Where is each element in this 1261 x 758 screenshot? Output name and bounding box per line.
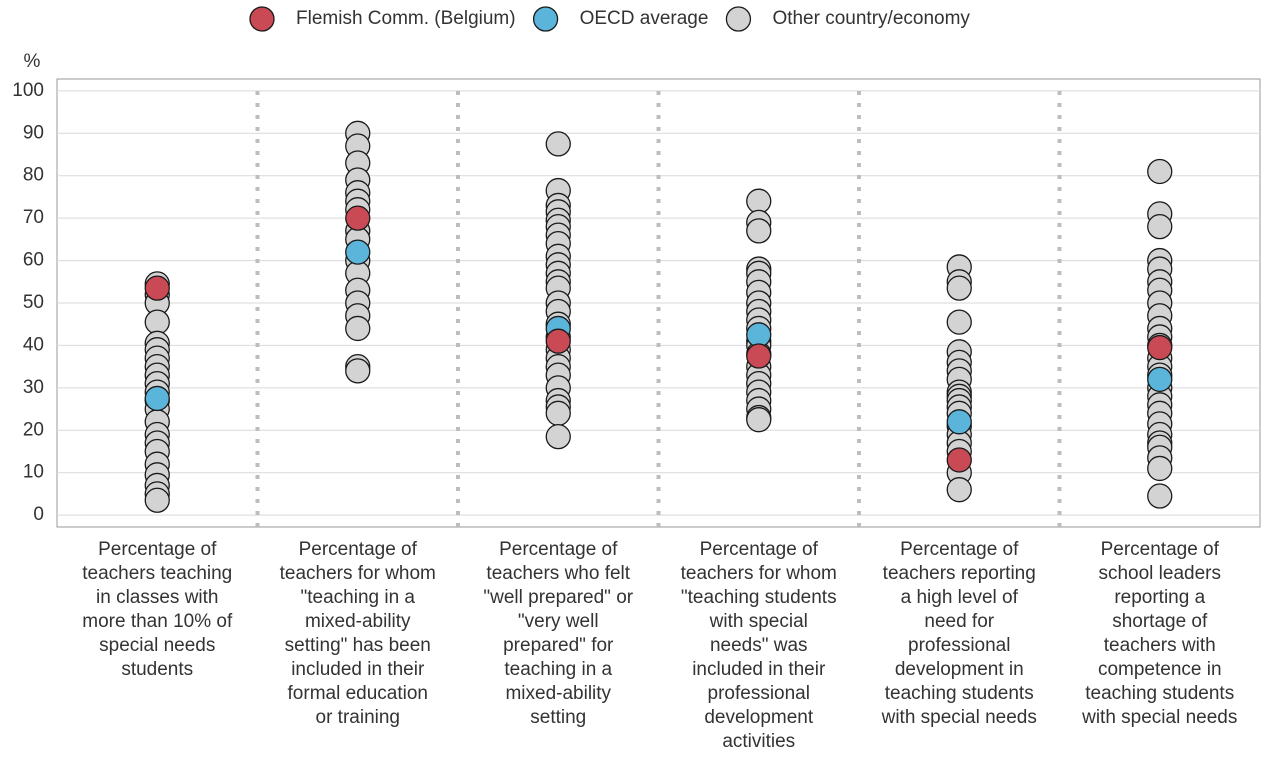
legend-swatch [532, 6, 559, 32]
dot [946, 309, 972, 335]
dot [746, 343, 772, 369]
x-tick-label: setting [530, 707, 586, 728]
x-tick-label: professional [908, 635, 1010, 656]
dot [946, 275, 972, 301]
x-tick-label: Percentage of [1101, 539, 1220, 560]
x-tick-label: teachers who felt [486, 563, 630, 584]
x-tick-label: teachers teaching [82, 563, 232, 584]
dot [946, 477, 972, 503]
dot [1147, 483, 1173, 509]
dot [1147, 158, 1173, 185]
x-tick-label: teaching in a [504, 659, 612, 680]
y-tick-label: 80 [23, 165, 44, 186]
x-tick-label: Percentage of [499, 539, 618, 560]
y-tick-label: 90 [23, 122, 44, 143]
x-tick-label: needs" was [710, 635, 808, 656]
x-tick-label: Percentage of [700, 539, 819, 560]
dot [746, 218, 772, 244]
x-tick-label: students [121, 659, 193, 680]
y-tick-label: 70 [23, 207, 44, 228]
x-tick-label: with special needs [881, 707, 1037, 728]
x-tick-label: teachers for whom [681, 563, 837, 584]
dot [1147, 213, 1173, 240]
x-tick-label: more than 10% of [82, 611, 233, 632]
legend-label: Flemish Comm. (Belgium) [296, 8, 516, 29]
dot [545, 400, 571, 426]
dot [144, 309, 170, 335]
dot [746, 322, 772, 348]
y-tick-label: 20 [23, 419, 44, 440]
x-tick-label: professional [708, 683, 810, 704]
x-tick-label: Percentage of [900, 539, 1019, 560]
x-tick-label: development in [895, 659, 1024, 680]
y-tick-label: 40 [23, 334, 44, 355]
x-tick-label: development [704, 707, 814, 728]
dot [144, 275, 170, 301]
x-tick-label: shortage of [1112, 611, 1208, 632]
x-tick-label: formal education [288, 683, 428, 704]
x-tick-label: teaching students [1085, 683, 1234, 704]
x-tick-label: in classes with [96, 587, 219, 608]
x-tick-label: a high level of [901, 587, 1019, 608]
x-tick-label: teachers with [1104, 635, 1216, 656]
x-tick-label: setting" has been [285, 635, 431, 656]
y-tick-label: 50 [23, 292, 44, 313]
y-tick-label: 100 [12, 80, 44, 101]
x-tick-label: prepared" for [503, 635, 614, 656]
x-tick-label: "teaching in a [301, 587, 416, 608]
dot [946, 409, 972, 435]
x-tick-label: reporting a [1114, 587, 1205, 608]
dot [1147, 334, 1173, 361]
legend-label: Other country/economy [772, 8, 970, 29]
dot [545, 423, 571, 450]
x-tick-label: mixed-ability [505, 683, 611, 704]
y-axis-label: % [24, 51, 41, 72]
y-tick-label: 0 [33, 504, 44, 525]
legend-swatch [725, 6, 752, 32]
x-tick-label: teaching students [885, 683, 1034, 704]
x-tick-label: Percentage of [98, 539, 217, 560]
x-tick-label: teachers reporting [883, 563, 1036, 584]
x-tick-label: "teaching students [681, 587, 837, 608]
dot [144, 487, 170, 513]
x-tick-label: included in their [291, 659, 425, 680]
dot [1147, 366, 1173, 393]
x-tick-label: teachers for whom [280, 563, 436, 584]
dot [345, 315, 371, 342]
dot [545, 328, 571, 354]
legend-swatch [249, 6, 275, 32]
x-tick-label: "very well [518, 611, 599, 632]
dot [345, 205, 371, 231]
dot [746, 188, 772, 214]
dot [946, 447, 972, 473]
x-tick-label: activities [722, 731, 795, 752]
x-tick-label: "well prepared" or [483, 587, 633, 608]
x-tick-label: with special needs [1081, 707, 1237, 728]
x-tick-label: with special [709, 611, 808, 632]
dot [746, 407, 772, 433]
y-tick-label: 30 [23, 377, 44, 398]
y-tick-label: 10 [23, 462, 44, 483]
x-tick-label: or training [316, 707, 401, 728]
x-tick-label: mixed-ability [305, 611, 411, 632]
x-tick-label: school leaders [1098, 563, 1221, 584]
dot [1147, 455, 1173, 482]
x-tick-label: Percentage of [299, 539, 418, 560]
dot [345, 358, 371, 384]
legend-label: OECD average [580, 8, 709, 29]
x-tick-label: competence in [1098, 659, 1222, 680]
dot [345, 239, 371, 265]
x-tick-label: need for [924, 611, 994, 632]
y-tick-label: 60 [23, 250, 44, 271]
x-tick-label: special needs [99, 635, 215, 656]
dot [545, 131, 571, 157]
x-tick-label: included in their [692, 659, 826, 680]
dot [144, 385, 170, 412]
